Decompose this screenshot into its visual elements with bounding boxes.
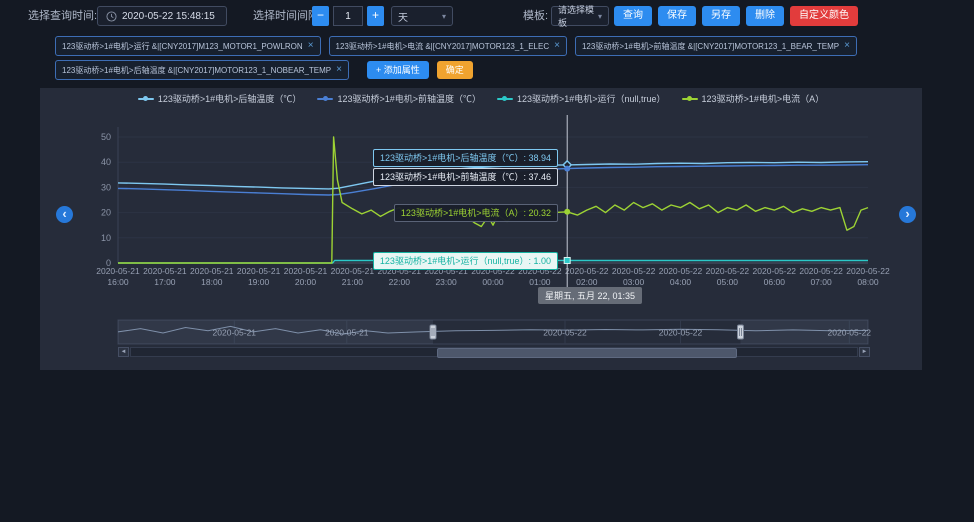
svg-text:2020-05-21: 2020-05-21 [424, 266, 468, 276]
svg-text:16:00: 16:00 [107, 277, 129, 287]
svg-text:2020-05-22: 2020-05-22 [471, 266, 515, 276]
chip-close-icon[interactable]: × [336, 64, 342, 75]
clock-icon [106, 10, 117, 22]
svg-text:2020-05-21: 2020-05-21 [284, 266, 328, 276]
interval-unit-select[interactable]: 天 ▾ [391, 6, 453, 26]
attribute-chip: 123驱动桥>1#电机>运行 &|[CNY2017]M123_MOTOR1_PO… [55, 36, 321, 56]
svg-text:2020-05-21: 2020-05-21 [331, 266, 375, 276]
svg-text:2020-05-21: 2020-05-21 [96, 266, 140, 276]
svg-text:0: 0 [106, 258, 111, 268]
svg-text:2020-05-21: 2020-05-21 [237, 266, 281, 276]
pan-right-button[interactable]: › [899, 206, 916, 223]
query-time-input[interactable]: 2020-05-22 15:48:15 [97, 6, 227, 26]
add-attribute-button[interactable]: + 添加属性 [366, 61, 429, 79]
svg-text:08:00: 08:00 [857, 277, 879, 287]
crosshair-date-tooltip: 星期五, 五月 22, 01:35 [538, 287, 643, 304]
svg-text:2020-05-22: 2020-05-22 [846, 266, 890, 276]
legend-item[interactable]: 123驱动桥>1#电机>后轴温度（℃） [137, 92, 301, 105]
svg-text:04:00: 04:00 [670, 277, 692, 287]
svg-text:06:00: 06:00 [764, 277, 786, 287]
svg-text:23:00: 23:00 [435, 277, 457, 287]
caret-down-icon: ▾ [441, 11, 446, 21]
svg-text:21:00: 21:00 [342, 277, 364, 287]
svg-text:2020-05-22: 2020-05-22 [659, 328, 703, 338]
svg-text:2020-05-22: 2020-05-22 [543, 328, 587, 338]
caret-down-icon: ▾ [597, 11, 602, 21]
chart-panel [40, 88, 922, 370]
svg-text:20:00: 20:00 [295, 277, 317, 287]
legend-item[interactable]: 123驱动桥>1#电机>前轴温度（℃） [317, 92, 481, 105]
toolbar-button-5[interactable]: 自定义颜色 [790, 6, 858, 26]
interval-unit-value: 天 [398, 12, 408, 24]
range-navigator[interactable]: 2020-05-21 2020-05-21 2020-05-22 2020-05-22… [40, 318, 922, 348]
legend-item[interactable]: 123驱动桥>1#电机>运行（null,true） [496, 92, 666, 105]
template-label: 模板: [523, 10, 549, 22]
interval-increment-button[interactable]: + [367, 6, 384, 26]
svg-text:2020-05-22: 2020-05-22 [612, 266, 656, 276]
toolbar-button-1[interactable]: 查询 [614, 6, 652, 26]
svg-text:03:00: 03:00 [623, 277, 645, 287]
scrollbar-right-button[interactable]: ► [859, 347, 870, 357]
svg-text:18:00: 18:00 [201, 277, 223, 287]
svg-text:40: 40 [101, 157, 111, 167]
confirm-button[interactable]: 确定 [436, 61, 473, 79]
attribute-chip: 123驱动桥>1#电机>前轴温度 &|[CNY2017]MOTOR123_1_B… [574, 36, 857, 56]
chip-close-icon[interactable]: × [554, 40, 560, 51]
scrollbar-left-button[interactable]: ◄ [118, 347, 129, 357]
attribute-chip: 123驱动桥>1#电机>后轴温度 &|[CNY2017]MOTOR123_1_N… [55, 60, 349, 80]
svg-text:01:00: 01:00 [529, 277, 551, 287]
interval-value-input[interactable] [333, 6, 363, 26]
svg-text:17:00: 17:00 [154, 277, 176, 287]
query-time-label: 选择查询时间: [28, 10, 98, 22]
svg-text:2020-05-22: 2020-05-22 [518, 266, 562, 276]
svg-text:2020-05-22: 2020-05-22 [799, 266, 843, 276]
chips-row-2: 123驱动桥>1#电机>后轴温度 &|[CNY2017]MOTOR123_1_N… [55, 60, 473, 80]
chart-legend: 123驱动桥>1#电机>后轴温度（℃） 123驱动桥>1#电机>前轴温度（℃） 12… [40, 92, 922, 105]
chip-label: 123驱动桥>1#电机>前轴温度 &|[CNY2017]MOTOR123_1_B… [581, 41, 840, 51]
scrollbar-thumb[interactable] [437, 348, 737, 358]
svg-text:2020-05-21: 2020-05-21 [213, 328, 257, 338]
svg-text:2020-05-21: 2020-05-21 [143, 266, 187, 276]
chip-label: 123驱动桥>1#电机>电流 &|[CNY2017]MOTOR123_1_ELE… [335, 41, 550, 51]
toolbar-button-2[interactable]: 保存 [658, 6, 696, 26]
toolbar-button-4[interactable]: 删除 [746, 6, 784, 26]
svg-text:50: 50 [101, 132, 111, 142]
svg-text:2020-05-22: 2020-05-22 [706, 266, 750, 276]
svg-text:2020-05-22: 2020-05-22 [828, 328, 872, 338]
template-select[interactable]: 请选择模板 ▾ [551, 5, 609, 28]
interval-decrement-button[interactable]: − [312, 6, 329, 26]
svg-text:02:00: 02:00 [576, 277, 598, 287]
svg-text:2020-05-22: 2020-05-22 [753, 266, 797, 276]
svg-text:2020-05-21: 2020-05-21 [190, 266, 234, 276]
toolbar-buttons: 查询 保存 另存 删除 自定义颜色 [614, 6, 858, 26]
svg-text:22:00: 22:00 [389, 277, 411, 287]
svg-text:2020-05-22: 2020-05-22 [565, 266, 609, 276]
query-time-value: 2020-05-22 15:48:15 [122, 10, 215, 22]
svg-text:19:00: 19:00 [248, 277, 270, 287]
interval-label: 选择时间间隔: [253, 10, 323, 22]
chip-close-icon[interactable]: × [844, 40, 850, 51]
svg-text:2020-05-21: 2020-05-21 [378, 266, 422, 276]
svg-text:20: 20 [101, 208, 111, 218]
scrollbar-track[interactable] [130, 347, 858, 358]
chip-label: 123驱动桥>1#电机>后轴温度 &|[CNY2017]MOTOR123_1_N… [62, 65, 332, 75]
svg-text:10: 10 [101, 233, 111, 243]
attribute-chip: 123驱动桥>1#电机>电流 &|[CNY2017]MOTOR123_1_ELE… [328, 36, 567, 56]
template-select-value: 请选择模板 [558, 5, 595, 28]
legend-item[interactable]: 123驱动桥>1#电机>电流（A） [681, 92, 824, 105]
svg-text:2020-05-22: 2020-05-22 [659, 266, 703, 276]
svg-text:30: 30 [101, 182, 111, 192]
svg-text:2020-05-21: 2020-05-21 [325, 328, 369, 338]
svg-text:05:00: 05:00 [717, 277, 739, 287]
svg-text:00:00: 00:00 [482, 277, 504, 287]
chip-close-icon[interactable]: × [307, 40, 314, 51]
svg-text:07:00: 07:00 [810, 277, 832, 287]
chips-row-1: 123驱动桥>1#电机>运行 &|[CNY2017]M123_MOTOR1_PO… [55, 36, 857, 56]
toolbar-button-3[interactable]: 另存 [702, 6, 740, 26]
chip-label: 123驱动桥>1#电机>运行 &|[CNY2017]M123_MOTOR1_PO… [62, 41, 303, 51]
main-chart[interactable]: 010203040502020-05-2116:002020-05-2117:0… [40, 88, 922, 318]
pan-left-button[interactable]: ‹ [56, 206, 73, 223]
